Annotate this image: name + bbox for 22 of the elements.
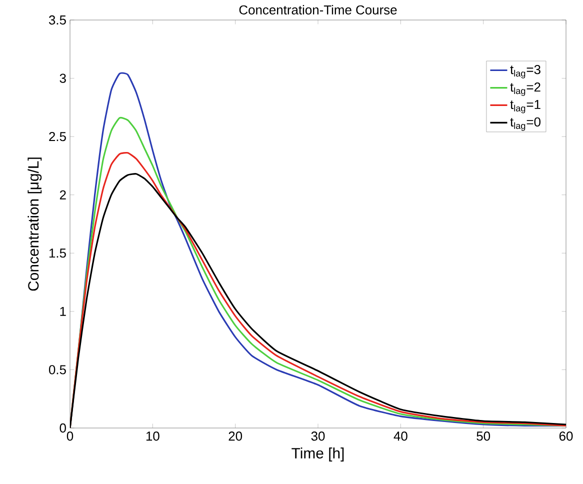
x-tick-label: 30 bbox=[311, 432, 325, 441]
x-tick-label: 10 bbox=[146, 432, 160, 441]
chart-title: Concentration-Time Course bbox=[239, 4, 397, 14]
legend-label: t$_{lag}$=1 bbox=[510, 100, 540, 114]
x-axis-title: Time [h] bbox=[292, 448, 344, 462]
x-tick-label: 60 bbox=[559, 432, 573, 441]
x-tick-label: 50 bbox=[476, 432, 490, 441]
y-tick-label: 2 bbox=[60, 190, 66, 200]
x-tick-label: 0 bbox=[66, 432, 74, 441]
x-tick-label: 20 bbox=[228, 432, 242, 441]
legend-label: t$_{lag}$=0 bbox=[510, 117, 540, 131]
y-tick-label: 0.5 bbox=[48, 365, 66, 374]
y-tick-label: 0 bbox=[60, 423, 66, 433]
y-tick-label: 2.5 bbox=[49, 132, 66, 142]
legend-label: t$_{lag}$=2 bbox=[510, 82, 540, 96]
y-tick-label: 1 bbox=[60, 306, 66, 316]
y-tick-label: 3 bbox=[60, 74, 66, 83]
y-tick-label: 1.5 bbox=[49, 248, 66, 258]
legend-label: t$_{lag}$=3 bbox=[510, 64, 540, 78]
y-axis-title: Concentration [μg/L] bbox=[28, 158, 42, 291]
y-tick-label: 3.5 bbox=[48, 15, 66, 25]
x-tick-label: 40 bbox=[394, 432, 408, 441]
